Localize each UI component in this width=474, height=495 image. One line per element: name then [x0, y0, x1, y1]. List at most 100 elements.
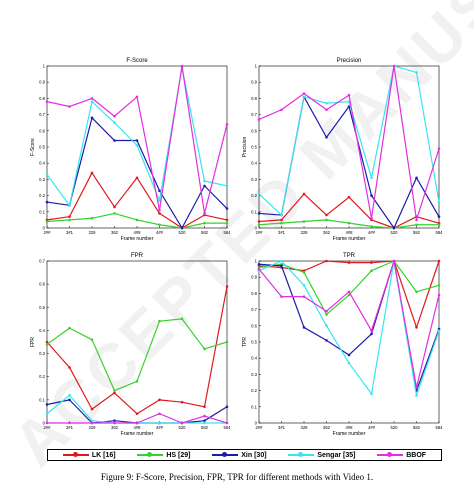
tpr-point-lk-16	[437, 259, 441, 263]
f-score-y-tick-label: 1	[43, 64, 46, 69]
f-score-point-sengar-35	[158, 199, 161, 202]
tpr-point-hs-29	[437, 284, 441, 287]
precision-y-tick-label: 1	[255, 64, 258, 69]
tpr-point-hs-29	[347, 293, 351, 297]
f-score-x-tick-label: 3#1	[66, 230, 74, 235]
tpr-point-lk-16	[325, 259, 328, 263]
legend-entry: Xin [30]	[212, 451, 267, 459]
precision-x-tick-label: 520	[391, 230, 399, 235]
precision-point-xin-30	[415, 176, 418, 180]
f-score-point-bbof	[135, 95, 139, 99]
tpr-chart: TPR 2## 3#1 329 362 4#8 4## 520 582 584 0 0.1 0.2 0.3…	[242, 253, 443, 437]
f-score-point-xin-30	[113, 139, 116, 142]
f-score-point-lk-16	[90, 171, 94, 175]
precision-plot-frame	[258, 65, 440, 229]
f-score-x-tick-label: 582	[201, 230, 209, 235]
precision-y-axis-label: Precision	[242, 137, 248, 158]
f-score-point-bbof	[68, 105, 71, 108]
legend-swatch	[212, 451, 239, 459]
tpr-x-tick-label: 582	[413, 425, 421, 430]
tpr-point-sengar-35	[370, 392, 373, 396]
tpr-point-bbof	[325, 309, 328, 313]
f-score-chart: F-Score 2## 3#1 329 362 4#8 4## 520 582 584 0 0.1 0.…	[30, 58, 231, 242]
precision-x-tick-label: 3#1	[278, 230, 286, 235]
fpr-x-axis-label: Frame number	[121, 431, 154, 437]
tpr-x-tick-label: 520	[391, 425, 399, 430]
precision-x-tick-label: 362	[323, 230, 331, 235]
tpr-point-lk-16	[415, 326, 418, 329]
fpr-point-hs-29	[113, 389, 116, 392]
f-score-x-tick-label: 362	[111, 230, 119, 235]
fpr-point-hs-29	[90, 338, 94, 341]
f-score-point-lk-16	[113, 205, 116, 209]
tpr-point-xin-30	[257, 262, 261, 266]
precision-x-tick-label: 4##	[368, 230, 376, 235]
f-score-y-tick-label: 0.8	[39, 96, 45, 101]
precision-point-lk-16	[257, 220, 261, 223]
tpr-point-lk-16	[347, 261, 351, 264]
fpr-y-tick-label: 0.1	[39, 397, 45, 402]
f-score-point-sengar-35	[45, 173, 49, 176]
legend-entry: Sengar [35]	[288, 451, 355, 459]
fpr-y-tick-label: 0	[43, 421, 46, 426]
fpr-y-tick-label: 0.7	[39, 259, 45, 264]
tpr-y-tick-label: 0.3	[251, 372, 257, 377]
fpr-y-tick-label: 0.4	[39, 328, 45, 333]
fpr-x-tick-label: 2##	[44, 425, 52, 430]
f-score-point-bbof	[113, 114, 116, 118]
tpr-point-xin-30	[325, 339, 328, 342]
legend-marker	[72, 452, 78, 457]
tpr-y-tick-label: 0.2	[251, 388, 257, 393]
tpr-point-xin-30	[302, 326, 306, 329]
legend-marker	[222, 452, 228, 457]
f-score-point-hs-29	[45, 220, 49, 223]
legend: LK [16] HS [29] Xin [30] Sengar [35] BBOF	[47, 449, 442, 461]
legend-label: Xin [30]	[241, 451, 267, 459]
tpr-x-tick-label: 584	[436, 425, 444, 430]
precision-point-lk-16	[280, 218, 283, 222]
f-score-x-tick-label: 2##	[44, 230, 52, 235]
f-score-point-sengar-35	[135, 144, 139, 147]
legend-swatch	[137, 451, 164, 459]
precision-point-xin-30	[325, 135, 328, 139]
precision-point-lk-16	[347, 195, 351, 199]
f-score-point-lk-16	[68, 215, 71, 218]
precision-point-xin-30	[392, 226, 396, 230]
tpr-point-xin-30	[370, 332, 373, 336]
tpr-x-tick-label: 4#8	[346, 425, 354, 430]
fpr-point-xin-30	[203, 419, 206, 422]
precision-x-axis-label: Frame number	[333, 236, 366, 242]
fpr-point-hs-29	[203, 347, 206, 351]
f-score-title: F-Score	[126, 58, 148, 64]
tpr-x-tick-label: 362	[323, 425, 331, 430]
fpr-point-lk-16	[113, 391, 116, 395]
fpr-point-lk-16	[203, 405, 206, 409]
fpr-x-tick-label: 3#1	[66, 425, 74, 430]
tpr-y-tick-label: 0.8	[251, 291, 257, 296]
tpr-x-axis-label: Frame number	[333, 431, 366, 437]
tpr-point-sengar-35	[325, 324, 328, 328]
precision-point-bbof	[325, 108, 328, 112]
fpr-y-tick-label: 0.2	[39, 374, 45, 379]
precision-point-xin-30	[257, 212, 261, 215]
f-score-point-sengar-35	[203, 179, 206, 183]
fpr-x-tick-label: 520	[179, 425, 187, 430]
f-score-point-xin-30	[90, 116, 94, 120]
tpr-point-sengar-35	[415, 394, 418, 397]
legend-entry: HS [29]	[137, 451, 191, 459]
tpr-point-bbof	[257, 267, 261, 271]
legend-label: LK [16]	[91, 451, 116, 459]
fpr-x-tick-label: 4#8	[134, 425, 142, 430]
fpr-point-xin-30	[45, 403, 49, 406]
fpr-point-lk-16	[68, 366, 71, 369]
f-score-point-hs-29	[225, 221, 229, 225]
precision-point-sengar-35	[325, 101, 328, 105]
tpr-point-bbof	[280, 295, 283, 298]
tpr-y-tick-label: 0	[255, 421, 258, 426]
fpr-point-bbof	[135, 421, 139, 425]
fpr-point-hs-29	[225, 340, 229, 344]
tpr-point-sengar-35	[347, 361, 351, 365]
f-score-y-tick-label: 0.6	[39, 128, 45, 133]
f-score-y-tick-label: 0	[43, 226, 46, 231]
precision-point-hs-29	[347, 221, 351, 225]
